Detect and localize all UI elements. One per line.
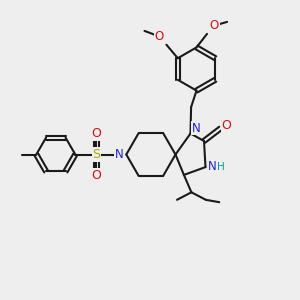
Text: N: N (208, 160, 217, 173)
Text: O: O (210, 19, 219, 32)
Text: O: O (154, 30, 164, 43)
Text: H: H (217, 161, 225, 172)
Text: O: O (92, 169, 101, 182)
Text: S: S (92, 148, 100, 161)
Text: N: N (192, 122, 201, 135)
Text: N: N (114, 148, 123, 161)
Text: O: O (222, 119, 231, 132)
Text: O: O (92, 127, 101, 140)
